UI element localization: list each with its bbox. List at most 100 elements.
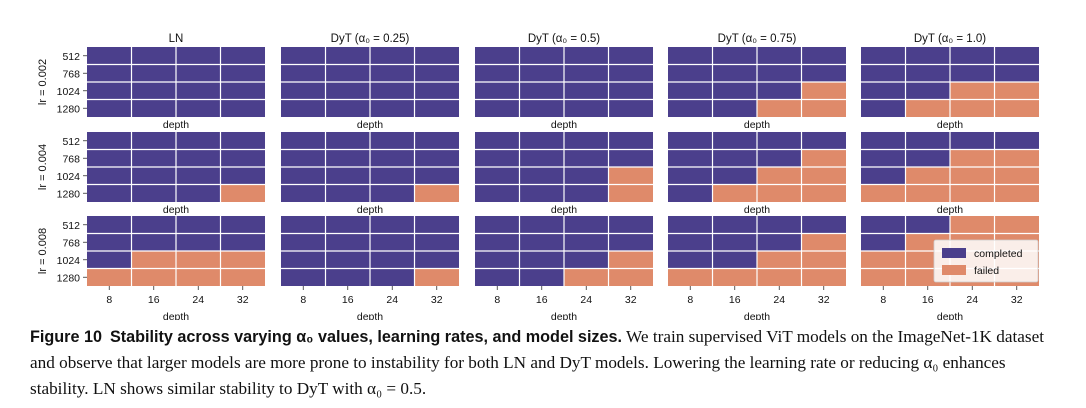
panel-title: DyT (α₀ = 0.5) [528,33,600,45]
heatmap-cell [281,64,326,82]
heatmap-cell [281,132,326,150]
heatmap-cell [801,184,846,202]
heatmap-cell [370,132,415,150]
heatmap-cell [994,149,1039,167]
heatmap-cell [801,268,846,286]
heatmap-cell [370,184,415,202]
x-tick-label: 16 [148,294,160,306]
heatmap-cell [905,149,950,167]
y-tick-label: 1280 [57,188,81,200]
heatmap-cell [325,82,370,100]
heatmap-cell [608,132,653,150]
heatmap-cell [668,167,713,185]
heatmap-cell [564,47,609,65]
heatmap-cell [861,184,906,202]
heatmap-cell [176,268,221,286]
heatmap-cell [950,184,995,202]
heatmap-cell [220,167,265,185]
x-tick-label: 16 [729,294,741,306]
heatmap-cell [414,47,459,65]
heatmap-cell [712,64,757,82]
x-tick-label: 24 [192,294,204,306]
heatmap-cell [325,167,370,185]
heatmap-cell [564,216,609,234]
heatmap-cell [905,167,950,185]
heatmap-cell [519,132,564,150]
heatmap-cell [131,149,176,167]
heatmap-cell [950,149,995,167]
heatmap-cell [801,99,846,117]
heatmap-cell [475,132,520,150]
panel-title: DyT (α₀ = 1.0) [914,33,986,45]
row-label-lr: lr = 0.004 [37,144,49,190]
y-tick-label: 1280 [57,272,81,284]
heatmap-cell [220,216,265,234]
heatmap-cell [757,167,802,185]
heatmap-cell [668,184,713,202]
x-axis-label: depth [937,311,963,320]
heatmap-cell [325,184,370,202]
heatmap-cell [950,167,995,185]
heatmap-cell [87,149,132,167]
heatmap-cell [176,99,221,117]
x-axis-label: depth [551,204,577,216]
heatmap-cell [801,82,846,100]
heatmap-cell [220,132,265,150]
heatmap-cell [668,132,713,150]
heatmap-cell [220,268,265,286]
heatmap-cell [950,64,995,82]
y-tick-label: 512 [62,51,80,63]
heatmap-cell [176,47,221,65]
heatmap-cell [131,216,176,234]
heatmap-cell [414,82,459,100]
heatmap-cell [608,251,653,269]
heatmap-cell [131,233,176,251]
heatmap-cell [608,149,653,167]
heatmap-cell [281,268,326,286]
heatmap-cell [131,132,176,150]
heatmap-cell [861,251,906,269]
y-tick-label: 768 [62,68,80,80]
y-tick-label: 768 [62,153,80,165]
heatmap-cell [519,216,564,234]
heatmap-cell [220,82,265,100]
heatmap-cell [608,268,653,286]
x-axis-label: depth [551,119,577,131]
heatmap-cell [668,251,713,269]
heatmap-cell [712,47,757,65]
heatmap-cell [414,233,459,251]
heatmap-cell [519,167,564,185]
heatmap-cell [87,233,132,251]
x-axis-label: depth [937,119,963,131]
x-axis-label: depth [744,119,770,131]
heatmap-cell [325,149,370,167]
x-tick-label: 8 [300,294,306,306]
heatmap-cell [905,184,950,202]
heatmap-cell [220,99,265,117]
heatmap-cell [370,233,415,251]
x-tick-label: 24 [580,294,592,306]
heatmap-cell [519,99,564,117]
heatmap-cell [712,216,757,234]
heatmap-cell [757,184,802,202]
x-tick-label: 16 [536,294,548,306]
heatmap-cell [519,268,564,286]
y-tick-label: 1280 [57,103,81,115]
heatmap-cell [176,132,221,150]
heatmap-cell [220,233,265,251]
x-tick-label: 32 [237,294,249,306]
heatmap-cell [281,167,326,185]
heatmap-cell [325,233,370,251]
heatmap-cell [950,47,995,65]
y-tick-label: 512 [62,220,80,232]
figure-caption: Figure 10 Stability across varying α₀ val… [30,324,1060,402]
heatmap-cell [757,251,802,269]
heatmap-cell [668,99,713,117]
heatmap-cell [281,251,326,269]
heatmap-cell [87,251,132,269]
legend-label: failed [974,265,999,277]
heatmap-cell [370,268,415,286]
heatmap-cell [325,64,370,82]
heatmap-cell [757,47,802,65]
heatmap-cell [757,233,802,251]
